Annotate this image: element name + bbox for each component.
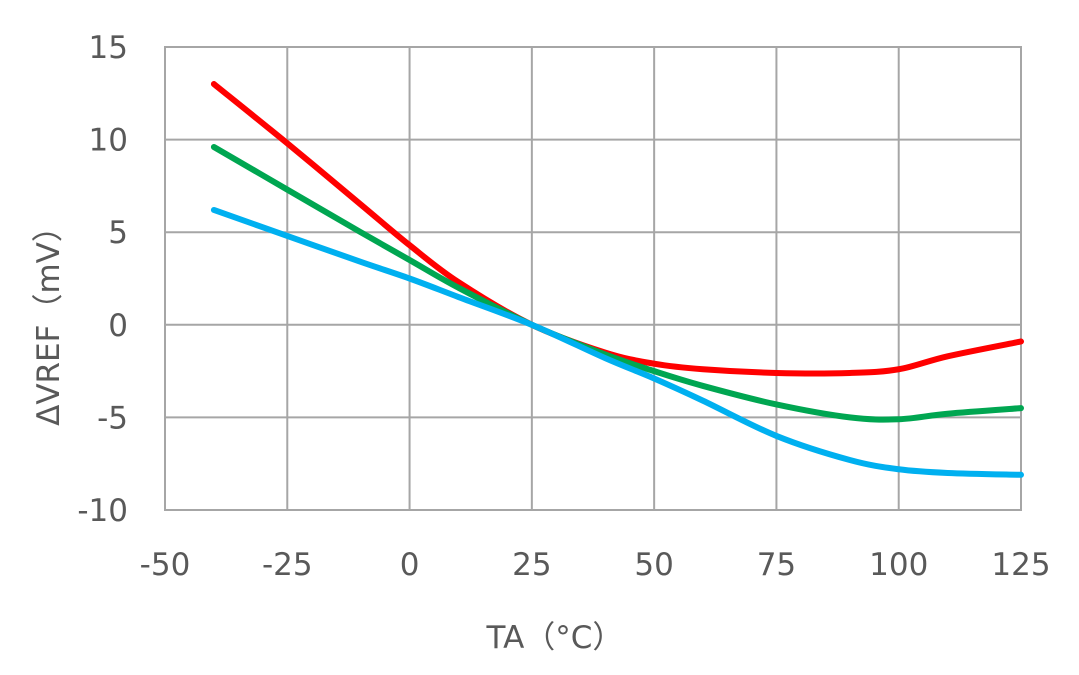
y-tick-label: 0	[108, 308, 128, 344]
x-tick-label: 100	[869, 547, 928, 583]
x-tick-label: -25	[262, 547, 313, 583]
x-axis-tick-labels: -50 -25 0 25 50 75 100 125	[140, 547, 1051, 583]
x-tick-label: 125	[991, 547, 1050, 583]
x-tick-label: 75	[757, 547, 796, 583]
x-tick-label: -50	[140, 547, 191, 583]
y-axis-title: ΔVREF（mV）	[31, 211, 67, 426]
series-line-1	[210, 81, 1024, 377]
x-tick-label: 50	[634, 547, 673, 583]
series-group	[210, 81, 1024, 478]
x-axis-title: TA（°C）	[486, 620, 624, 656]
y-axis-tick-labels: -10 -5 0 5 10 15	[77, 30, 128, 529]
grid	[164, 46, 1022, 511]
x-tick-label: 25	[512, 547, 551, 583]
series-line-3	[210, 206, 1024, 478]
y-tick-label: 10	[89, 123, 128, 159]
x-tick-label: 0	[400, 547, 420, 583]
plot-area-frame	[164, 46, 1022, 511]
y-tick-label: -5	[97, 400, 128, 436]
y-tick-label: -10	[77, 493, 128, 529]
y-tick-label: 15	[89, 30, 128, 66]
series-line-2	[210, 144, 1024, 423]
y-tick-label: 5	[108, 215, 128, 251]
